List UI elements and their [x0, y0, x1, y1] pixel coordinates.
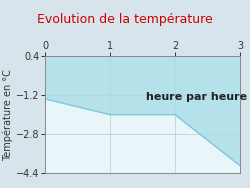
Text: Evolution de la température: Evolution de la température: [37, 13, 213, 26]
Y-axis label: Température en °C: Température en °C: [3, 69, 13, 161]
Text: heure par heure: heure par heure: [146, 92, 247, 102]
